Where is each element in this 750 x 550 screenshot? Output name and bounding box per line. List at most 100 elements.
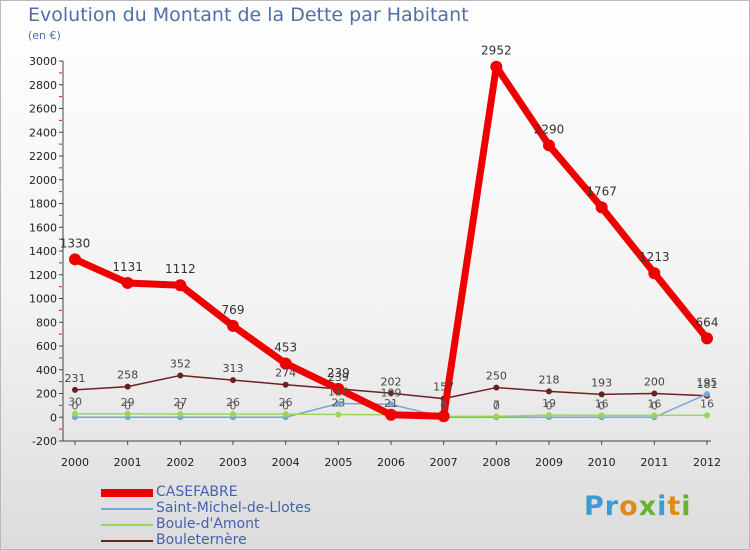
legend-swatch-boule <box>101 524 153 526</box>
data-point-bouleternere-2003 <box>230 377 236 384</box>
y-tick-label-1400: 1400 <box>29 245 57 258</box>
data-label-boule-2001: 29 <box>121 396 135 409</box>
data-label-bouleternere-2011: 200 <box>644 376 665 389</box>
data-label-bouleternere-2012: 181 <box>697 378 718 391</box>
data-label-casefabre-2000: 1330 <box>60 236 91 250</box>
data-point-boule-2011 <box>651 412 658 419</box>
data-label-bouleternere-2003: 313 <box>223 362 244 375</box>
data-point-boule-2008 <box>493 413 500 420</box>
data-label-saint-michel-2012: 195 <box>697 376 718 389</box>
y-tick-label--200: -200 <box>32 435 57 448</box>
legend-swatch-bouleternere <box>101 540 153 542</box>
data-label-casefabre-2011: 1213 <box>639 250 670 264</box>
data-label-bouleternere-2000: 231 <box>65 372 86 385</box>
data-label-bouleternere-2006: 202 <box>381 375 402 388</box>
data-label-bouleternere-2004: 274 <box>275 367 296 380</box>
y-tick-label-2400: 2400 <box>29 126 57 139</box>
data-label-bouleternere-2009: 218 <box>539 373 560 386</box>
data-label-casefabre-2009: 2290 <box>534 122 565 136</box>
data-label-bouleternere-2010: 193 <box>591 376 612 389</box>
data-point-casefabre-2003 <box>227 319 239 332</box>
data-label-boule-2004: 26 <box>279 396 293 409</box>
data-label-saint-michel-2002: 0 <box>177 399 184 412</box>
data-point-casefabre-2008 <box>490 60 503 73</box>
data-point-bouleternere-2004 <box>282 381 289 388</box>
data-point-boule-2003 <box>230 411 236 418</box>
data-label-casefabre-2010: 1767 <box>586 184 617 198</box>
data-label-saint-michel-2007: 0 <box>440 399 447 412</box>
data-label-boule-2009: 19 <box>542 397 556 410</box>
chart-subtitle: (en €) <box>28 29 61 42</box>
data-point-saint-michel-2012 <box>704 391 710 398</box>
data-point-saint-michel-2006 <box>388 401 394 408</box>
y-tick-label-200: 200 <box>36 388 57 401</box>
data-point-saint-michel-2005 <box>335 400 342 407</box>
data-label-saint-michel-2008: 0 <box>493 399 500 412</box>
data-label-bouleternere-2005: 239 <box>328 371 349 384</box>
data-label-saint-michel-2006: 109 <box>381 386 402 399</box>
data-point-casefabre-2006 <box>385 408 397 421</box>
data-point-boule-2005 <box>335 411 342 418</box>
data-point-boule-2010 <box>598 412 605 419</box>
x-tick-label-2003: 2003 <box>219 456 247 469</box>
data-label-casefabre-2008: 2952 <box>481 44 512 58</box>
y-tick-label-800: 800 <box>36 316 57 329</box>
legend-label-boule: Boule-d'Amont <box>156 516 260 532</box>
data-label-bouleternere-2008: 250 <box>486 370 507 383</box>
y-tick-label-1800: 1800 <box>29 198 57 211</box>
proxiti-logo[interactable]: Proxiti <box>584 491 692 522</box>
data-label-boule-2012: 16 <box>700 397 714 410</box>
data-point-boule-2004 <box>282 411 289 418</box>
data-label-casefabre-2004: 453 <box>274 340 297 354</box>
x-tick-label-2007: 2007 <box>430 456 458 469</box>
data-label-bouleternere-2007: 157 <box>433 381 454 394</box>
data-label-saint-michel-2001: 0 <box>124 399 131 412</box>
y-tick-label-400: 400 <box>36 364 57 377</box>
data-label-boule-2000: 30 <box>68 396 82 409</box>
data-label-saint-michel-2003: 0 <box>230 399 237 412</box>
legend-swatch-casefabre <box>101 489 153 497</box>
y-tick-label-2600: 2600 <box>29 103 57 116</box>
data-point-boule-2002 <box>177 411 184 418</box>
data-point-casefabre-2002 <box>174 279 187 292</box>
data-point-casefabre-2009 <box>543 139 555 152</box>
y-tick-label-1200: 1200 <box>29 269 57 282</box>
data-point-boule-2012 <box>704 412 710 419</box>
x-tick-label-2002: 2002 <box>166 456 194 469</box>
data-label-casefabre-2012: 664 <box>696 315 719 329</box>
y-tick-label-2200: 2200 <box>29 150 57 163</box>
y-tick-label-1000: 1000 <box>29 293 57 306</box>
data-point-bouleternere-2009 <box>546 388 552 395</box>
data-label-casefabre-2005: 239 <box>327 366 350 380</box>
legend-label-saint-michel: Saint-Michel-de-Llotes <box>156 500 312 516</box>
x-tick-label-2000: 2000 <box>61 456 89 469</box>
data-point-boule-2009 <box>546 411 552 418</box>
data-point-bouleternere-2008 <box>493 384 500 391</box>
data-point-casefabre-2011 <box>648 267 661 280</box>
data-label-boule-2008: 7 <box>493 398 500 411</box>
legend-swatch-saint-michel <box>101 508 153 510</box>
data-label-saint-michel-2009: 0 <box>546 399 553 412</box>
x-tick-label-2005: 2005 <box>324 456 352 469</box>
data-point-boule-2000 <box>72 410 78 417</box>
x-tick-label-2008: 2008 <box>482 456 510 469</box>
data-label-boule-2003: 26 <box>226 396 240 409</box>
data-label-casefabre-2001: 1131 <box>112 260 143 274</box>
y-tick-label-3000: 3000 <box>29 55 57 68</box>
data-label-saint-michel-2005: 116 <box>328 385 349 398</box>
data-point-casefabre-2005 <box>332 382 345 395</box>
y-tick-label-2800: 2800 <box>29 79 57 92</box>
data-label-boule-2011: 16 <box>647 397 661 410</box>
legend-label-bouleternere: Bouleternère <box>156 532 247 548</box>
data-point-casefabre-2012 <box>701 332 713 345</box>
data-point-bouleternere-2002 <box>177 372 184 379</box>
data-point-bouleternere-2011 <box>651 390 658 397</box>
data-label-casefabre-2003: 769 <box>222 303 245 317</box>
data-point-bouleternere-2006 <box>388 390 394 397</box>
data-point-casefabre-2000 <box>69 253 81 266</box>
data-label-saint-michel-2000: 0 <box>72 399 79 412</box>
data-point-bouleternere-2000 <box>72 386 78 393</box>
x-tick-label-2012: 2012 <box>693 456 721 469</box>
chart-title: Evolution du Montant de la Dette par Hab… <box>28 4 469 26</box>
